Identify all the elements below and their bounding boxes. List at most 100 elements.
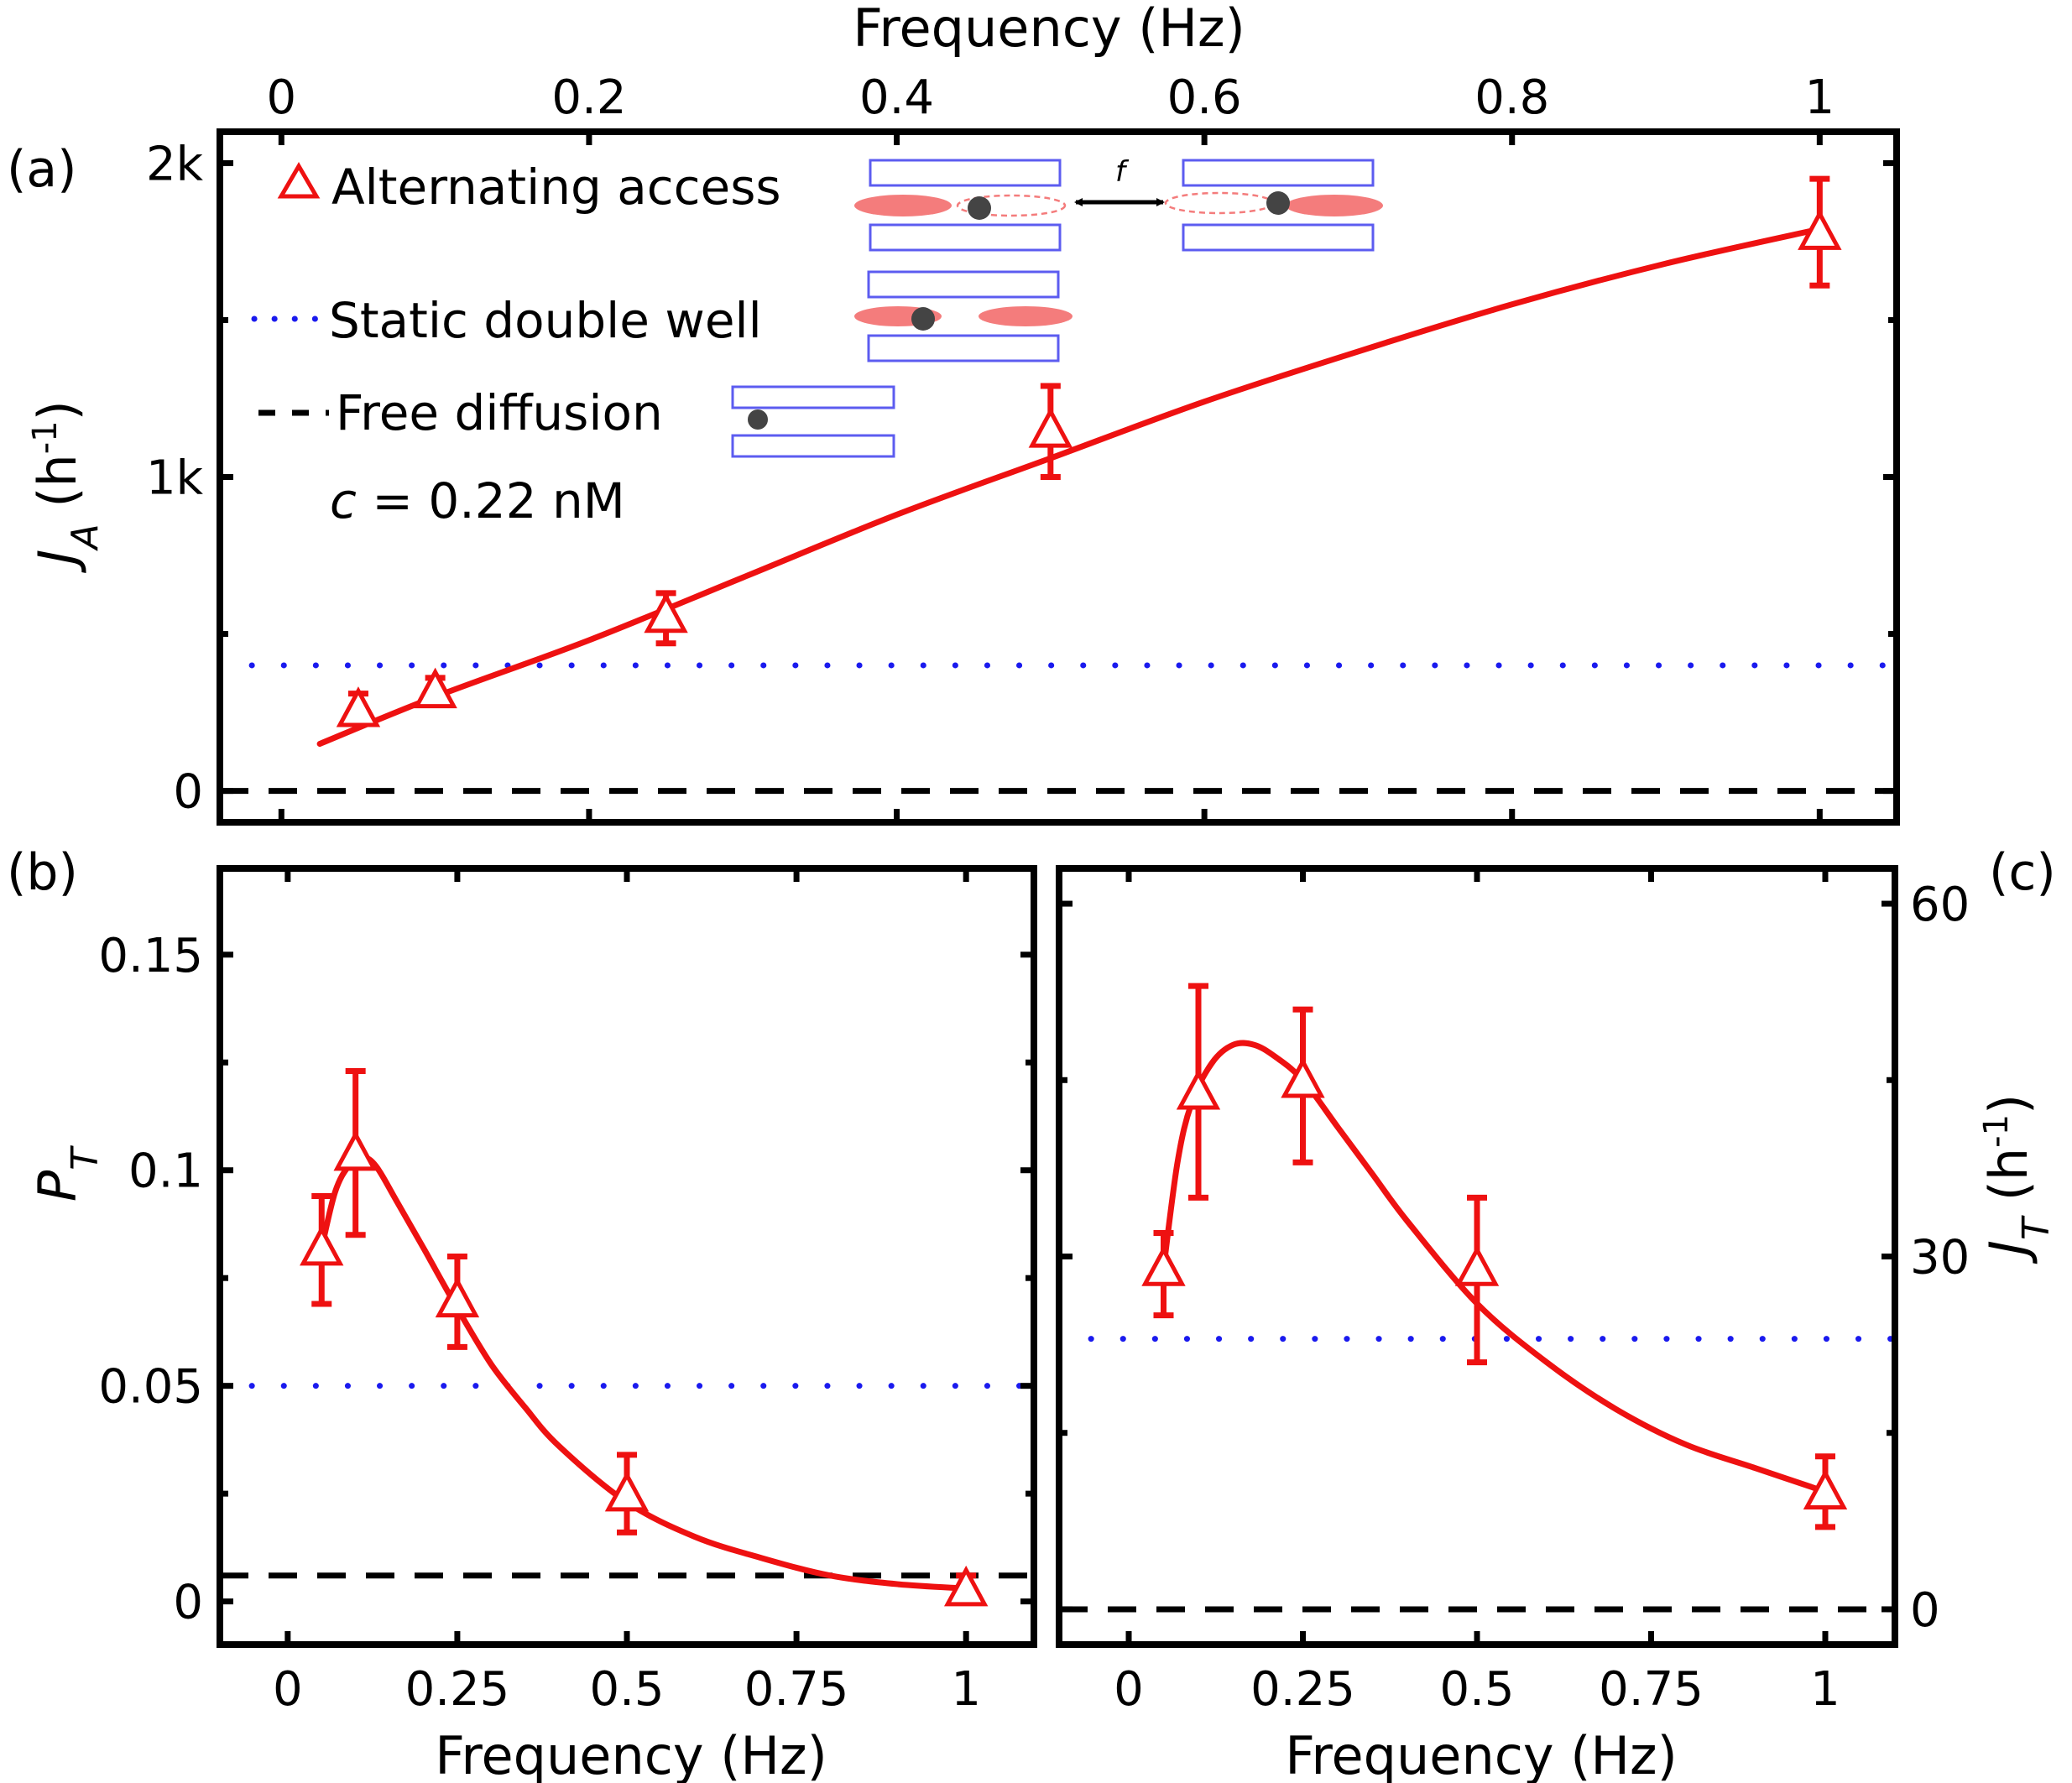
y-tick-label: 60 <box>1910 878 1970 932</box>
fit-curve-group <box>1161 1040 1829 1495</box>
data-point <box>1176 983 1221 1201</box>
x-tick-label: 1 <box>1810 1662 1840 1717</box>
data-points <box>336 175 1842 727</box>
x-axis-title: Frequency (Hz) <box>1285 1725 1678 1783</box>
x-tick-label: 0.75 <box>744 1662 849 1717</box>
triangle-marker <box>336 686 381 727</box>
y-tick-label: 0 <box>173 765 203 820</box>
plot-frame <box>1056 865 1898 1648</box>
triangle-marker <box>435 1276 480 1318</box>
schematic-free-diffusion <box>731 385 895 458</box>
schematic-alternating-right <box>1164 159 1383 252</box>
fit-curve-group <box>318 1154 969 1592</box>
triangle-marker <box>1141 1245 1186 1286</box>
fit-curve <box>318 1154 969 1592</box>
y-tick-label: 0 <box>1910 1583 1940 1638</box>
data-point <box>1454 1194 1500 1366</box>
switch-arrow: f <box>1074 155 1165 206</box>
well-inactive <box>1164 191 1275 215</box>
pore-wall-top <box>731 385 895 409</box>
data-points <box>300 1068 989 1607</box>
y-tick-label: 0.15 <box>98 929 203 983</box>
x-tick-label: 0.5 <box>1439 1662 1514 1717</box>
axis-ticks: 0 0.25 0.5 0.75 1 0 0.05 0.1 0.15 <box>98 868 1034 1717</box>
pore-wall-bottom <box>1182 223 1375 252</box>
triangle-marker <box>1281 1057 1325 1098</box>
triangle-marker <box>1454 1245 1500 1286</box>
plot-frame <box>217 865 1037 1648</box>
pore-wall-bottom <box>867 334 1060 362</box>
y-axis-label: PT <box>27 1145 107 1202</box>
triangle-marker <box>1798 209 1842 250</box>
legend-free-diffusion: Free diffusion <box>336 384 663 441</box>
y-tick-label: 30 <box>1910 1231 1970 1285</box>
x-tick-label: 0.25 <box>405 1662 510 1717</box>
triangle-marker <box>943 1565 989 1607</box>
data-point <box>1141 1229 1186 1319</box>
triangle-marker <box>1176 1069 1221 1110</box>
panel-b-label: (b) <box>7 843 78 902</box>
data-point <box>604 1452 650 1535</box>
data-point <box>336 686 381 727</box>
panel-a: (a) Frequency (Hz) 0 0.2 0.4 0.6 0.8 1 0 1k 2k J… <box>7 0 1900 826</box>
x-tick-label: 1 <box>951 1662 981 1717</box>
data-point <box>413 667 457 709</box>
x-tick-label: 0.25 <box>1250 1662 1355 1717</box>
panel-b: (b) 0 0.25 0.5 0.75 1 0 0.05 0.1 0.15 PT Frequen… <box>7 843 1037 1783</box>
particle <box>968 196 991 220</box>
triangle-marker <box>1803 1468 1848 1510</box>
data-point <box>943 1565 989 1607</box>
y-tick-label: 1k <box>146 451 204 506</box>
data-point <box>1798 175 1842 289</box>
panel-a-label: (a) <box>7 140 77 199</box>
pore-wall-top <box>867 270 1060 299</box>
data-point <box>333 1068 378 1238</box>
data-point <box>1028 383 1073 480</box>
triangle-marker <box>300 1224 344 1266</box>
triangle-marker <box>1028 407 1073 448</box>
x-tick-label: 0 <box>267 70 297 125</box>
x-tick-label: 0.2 <box>551 70 626 125</box>
well-inactive <box>956 194 1067 217</box>
y-axis-label: JA (h-1) <box>26 400 107 574</box>
data-point <box>300 1193 344 1307</box>
legend-alternating-access: Alternating access <box>331 159 781 216</box>
switch-frequency-label: f <box>1115 155 1130 189</box>
x-tick-label: 0.4 <box>859 70 934 125</box>
x-tick-label: 0 <box>1114 1662 1144 1717</box>
x-axis-title: Frequency (Hz) <box>435 1725 827 1783</box>
triangle-marker <box>333 1129 378 1171</box>
axis-ticks: 0 0.25 0.5 0.75 1 0 30 60 <box>1059 868 1970 1717</box>
pore-wall-top <box>869 159 1062 187</box>
well-active <box>1286 195 1383 216</box>
legend-triangle-icon <box>277 162 321 199</box>
y-axis-label: JT (h-1) <box>1977 1094 2058 1264</box>
reference-lines <box>217 1383 1037 1579</box>
particle <box>748 409 768 430</box>
x-tick-label: 0.8 <box>1474 70 1549 125</box>
reference-lines <box>217 662 1900 795</box>
data-point <box>1803 1453 1848 1530</box>
data-point <box>1281 1006 1325 1165</box>
triangle-marker <box>413 667 457 709</box>
data-point <box>644 590 688 647</box>
pore-wall-bottom <box>869 223 1062 252</box>
data-point <box>435 1254 480 1350</box>
plot-frame <box>217 128 1900 826</box>
legend-static-double-well: Static double well <box>329 292 762 349</box>
x-tick-label: 0.75 <box>1599 1662 1704 1717</box>
data-points <box>1141 983 1848 1530</box>
pore-wall-top <box>1182 159 1375 187</box>
triangle-marker <box>604 1470 650 1512</box>
x-tick-label: 0 <box>273 1662 303 1717</box>
schematic-alternating-left <box>854 159 1067 252</box>
triangle-marker <box>644 592 688 633</box>
y-tick-label: 0.05 <box>98 1360 203 1415</box>
fit-curve <box>1161 1040 1829 1495</box>
well-active <box>854 195 952 216</box>
y-tick-label: 0 <box>173 1576 203 1630</box>
panel-c: (c) 0 0.25 0.5 0.75 1 0 30 60 JT (h-1) Frequenc… <box>1056 843 2058 1783</box>
concentration-annotation: c = 0.22 nM <box>330 472 625 529</box>
y-tick-label: 2k <box>146 137 204 191</box>
